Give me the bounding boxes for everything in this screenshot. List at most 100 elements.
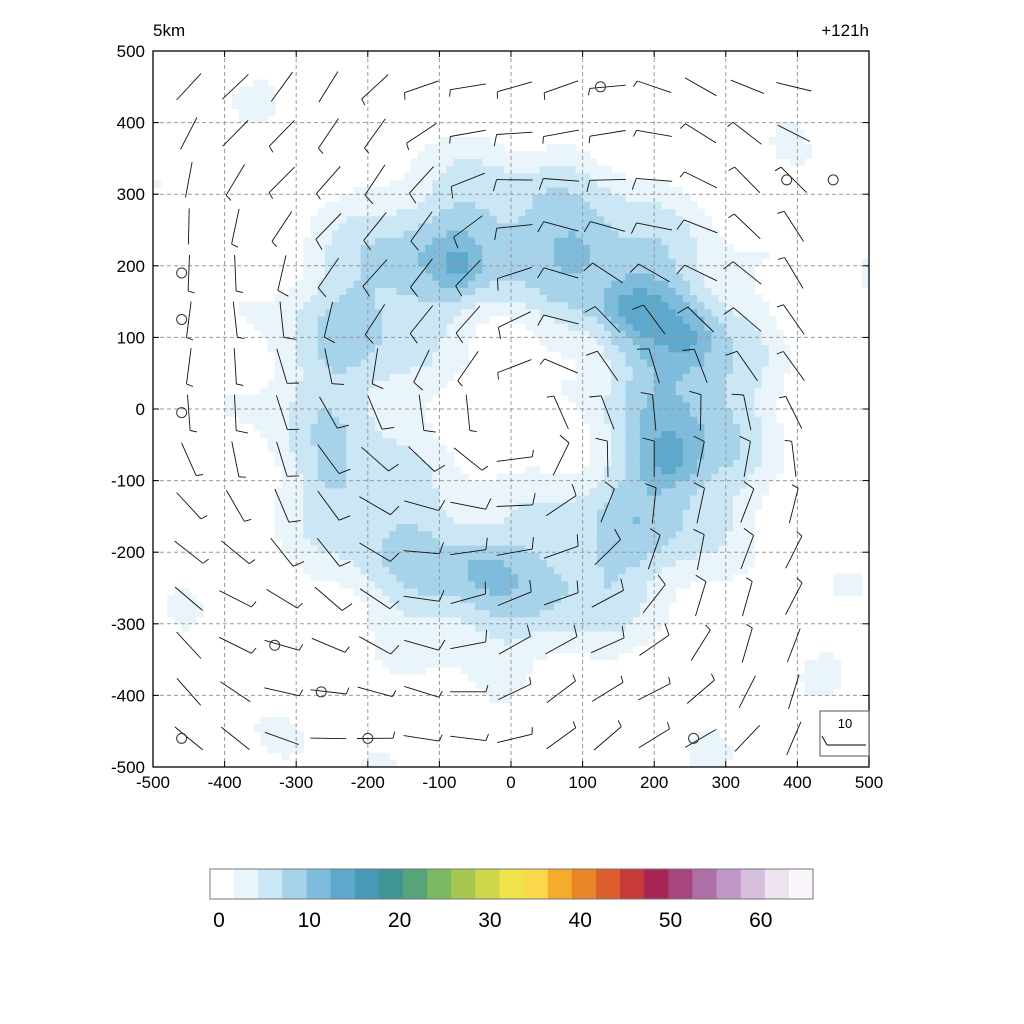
field-cell [310, 494, 319, 503]
field-cell [611, 652, 619, 661]
field-cell [496, 151, 505, 159]
wind-barb-flag [657, 574, 666, 585]
field-cell [446, 559, 455, 568]
field-cell [532, 222, 541, 231]
field-cell [539, 151, 548, 159]
field-cell [281, 745, 290, 754]
field-cell [489, 208, 498, 217]
field-cell [761, 301, 770, 310]
field-cell [231, 401, 240, 410]
field-cell [425, 430, 433, 439]
field-cell [611, 344, 619, 353]
field-cell [740, 502, 748, 510]
field-cell [403, 502, 412, 510]
field-cell [647, 387, 655, 396]
field-cell [618, 451, 627, 460]
field-cell [167, 602, 176, 611]
field-cell [568, 179, 577, 188]
field-cell [439, 480, 448, 489]
field-cell [324, 330, 333, 338]
wind-barb-staff [636, 177, 673, 182]
field-cell [525, 222, 534, 231]
field-cell [425, 380, 433, 389]
field-cell [532, 158, 541, 167]
field-cell [396, 537, 405, 546]
field-cell [489, 523, 498, 532]
field-cell [403, 323, 412, 331]
field-cell [740, 308, 748, 317]
field-cell [317, 559, 326, 568]
field-cell [432, 244, 440, 253]
field-cell [489, 165, 498, 174]
field-cell [575, 645, 584, 654]
field-cell [632, 194, 641, 202]
field-cell [389, 588, 398, 596]
field-cell [725, 509, 734, 517]
field-cell [518, 222, 526, 231]
field-cell [797, 144, 806, 152]
field-cell [625, 308, 634, 317]
field-cell [639, 480, 648, 489]
wind-barb-flag [585, 350, 598, 356]
field-cell [403, 480, 412, 489]
field-cell [632, 222, 641, 231]
field-cell [589, 351, 598, 360]
field-cell [260, 301, 269, 310]
field-cell [446, 373, 455, 381]
field-cell [367, 394, 376, 403]
field-cell [518, 609, 526, 618]
wind-barb-flag [539, 358, 545, 365]
field-cell [417, 308, 426, 317]
field-cell [367, 616, 376, 625]
field-cell [718, 330, 727, 338]
field-cell [525, 172, 534, 181]
wind-barb-staff [498, 311, 531, 328]
field-cell [324, 545, 333, 553]
field-cell [496, 237, 505, 245]
field-cell [374, 258, 383, 267]
field-cell [546, 222, 555, 231]
field-cell [833, 580, 841, 589]
field-cell [317, 451, 326, 460]
field-cell [682, 430, 691, 439]
field-cell [360, 409, 369, 417]
field-cell [503, 573, 512, 582]
field-cell [761, 473, 770, 482]
wind-barb-flag [649, 528, 661, 536]
field-cell [511, 265, 519, 274]
field-cell [339, 208, 347, 217]
wind-barb-staff [498, 683, 531, 701]
field-cell [740, 530, 748, 539]
field-cell [639, 351, 648, 360]
wind-barb-flag [449, 136, 451, 144]
field-cell [718, 337, 727, 346]
field-cell [589, 315, 598, 324]
field-cell [596, 251, 605, 260]
field-cell [704, 258, 713, 267]
wind-barb-flag [537, 314, 545, 326]
field-cell [690, 487, 698, 496]
field-cell [568, 158, 577, 167]
field-cell [353, 552, 362, 560]
grid [153, 51, 869, 767]
field-cell [446, 201, 455, 210]
field-cell [546, 258, 555, 267]
field-cell [661, 301, 670, 310]
field-cell [468, 144, 476, 152]
field-cell [475, 237, 483, 245]
field-cell [310, 237, 319, 245]
field-cell [353, 351, 362, 360]
field-cell [647, 237, 655, 245]
field-cell [539, 337, 548, 346]
field-cell [725, 301, 734, 310]
field-cell [382, 437, 390, 446]
wind-barb-staff [741, 581, 753, 617]
field-cell [661, 272, 670, 281]
field-cell [460, 287, 469, 296]
field-cell [711, 358, 720, 367]
field-cell [632, 280, 641, 288]
field-cell [353, 237, 362, 245]
field-cell [632, 630, 641, 639]
field-cell [682, 494, 691, 503]
field-cell [396, 451, 405, 460]
